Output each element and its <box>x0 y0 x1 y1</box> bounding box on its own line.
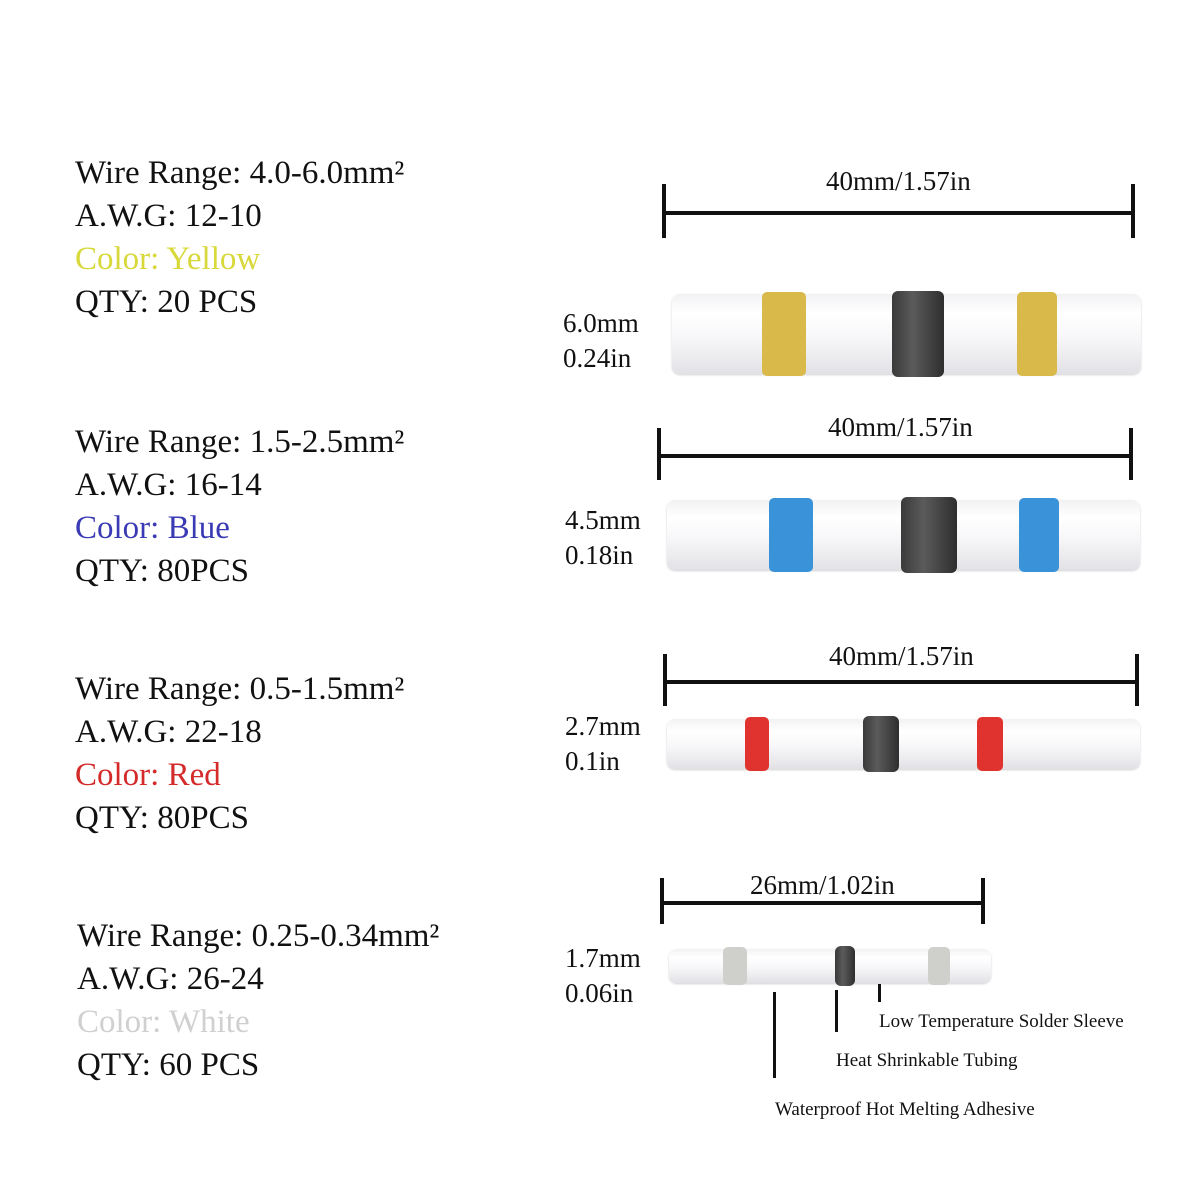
dimension-end-cap <box>1129 428 1133 480</box>
dimension-end-cap <box>1135 654 1139 706</box>
solder-core <box>901 497 957 573</box>
callout-line-solder <box>878 984 881 1002</box>
dimension-end-cap <box>657 428 661 480</box>
diameter-mm: 4.5mm <box>565 505 641 535</box>
connector-blue <box>667 497 1140 573</box>
length-dimension-line <box>658 454 1133 458</box>
adhesive-ring <box>928 947 950 985</box>
wire-range-text: Wire Range: 0.5-1.5mm² <box>75 671 405 707</box>
adhesive-ring <box>762 292 806 376</box>
diameter-label: 1.7mm 0.06in <box>565 941 641 1011</box>
qty-text: QTY: 20 PCS <box>75 284 258 320</box>
color-text: Color: White <box>77 1004 250 1040</box>
diameter-in: 0.24in <box>563 343 632 373</box>
qty-text: QTY: 60 PCS <box>77 1047 260 1083</box>
wire-range-text: Wire Range: 1.5-2.5mm² <box>75 424 405 460</box>
adhesive-ring <box>745 717 769 771</box>
connector-yellow <box>672 291 1141 377</box>
diameter-mm: 1.7mm <box>565 943 641 973</box>
adhesive-ring <box>769 498 813 572</box>
wire-range-text: Wire Range: 0.25-0.34mm² <box>77 918 440 954</box>
qty-text: QTY: 80PCS <box>75 800 249 836</box>
dimension-end-cap <box>663 654 667 706</box>
diameter-label: 6.0mm 0.24in <box>563 306 639 376</box>
callout-line-adhesive <box>773 992 776 1078</box>
adhesive-ring <box>1019 498 1059 572</box>
solder-core <box>863 716 899 772</box>
callout-line-tubing <box>835 990 838 1032</box>
color-text: Color: Blue <box>75 510 230 546</box>
connector-white <box>669 946 991 986</box>
color-text: Color: Red <box>75 757 221 793</box>
diameter-in: 0.18in <box>565 540 634 570</box>
solder-core <box>892 291 944 377</box>
color-text: Color: Yellow <box>75 241 261 277</box>
callout-heat-shrink-tubing: Heat Shrinkable Tubing <box>836 1050 1018 1071</box>
dimension-end-cap <box>660 878 664 924</box>
callout-hot-melt-adhesive: Waterproof Hot Melting Adhesive <box>775 1099 1035 1120</box>
length-dimension-line <box>661 901 985 905</box>
adhesive-ring <box>1017 292 1057 376</box>
diameter-label: 4.5mm 0.18in <box>565 503 641 573</box>
callout-solder-sleeve: Low Temperature Solder Sleeve <box>879 1011 1124 1032</box>
solder-core <box>835 946 855 986</box>
spec-block-white: Wire Range: 0.25-0.34mm² A.W.G: 26-24 Co… <box>77 915 439 1087</box>
awg-text: A.W.G: 12-10 <box>75 198 262 234</box>
spec-block-red: Wire Range: 0.5-1.5mm² A.W.G: 22-18 Colo… <box>75 668 404 840</box>
diameter-label: 2.7mm 0.1in <box>565 709 641 779</box>
length-label: 40mm/1.57in <box>828 412 973 442</box>
dimension-end-cap <box>662 184 666 238</box>
dimension-end-cap <box>1131 184 1135 238</box>
length-label: 40mm/1.57in <box>829 641 974 671</box>
dimension-end-cap <box>981 878 985 924</box>
adhesive-ring <box>977 717 1003 771</box>
diameter-mm: 2.7mm <box>565 711 641 741</box>
diameter-in: 0.06in <box>565 978 634 1008</box>
wire-range-text: Wire Range: 4.0-6.0mm² <box>75 155 405 191</box>
awg-text: A.W.G: 22-18 <box>75 714 262 750</box>
connector-red <box>667 716 1140 772</box>
length-dimension-line <box>664 680 1139 684</box>
length-dimension-line <box>663 211 1135 215</box>
length-label: 26mm/1.02in <box>750 870 895 900</box>
diameter-in: 0.1in <box>565 746 620 776</box>
qty-text: QTY: 80PCS <box>75 553 249 589</box>
awg-text: A.W.G: 26-24 <box>77 961 264 997</box>
adhesive-ring <box>723 947 747 985</box>
length-label: 40mm/1.57in <box>826 166 971 196</box>
awg-text: A.W.G: 16-14 <box>75 467 262 503</box>
spec-block-blue: Wire Range: 1.5-2.5mm² A.W.G: 16-14 Colo… <box>75 421 404 593</box>
diameter-mm: 6.0mm <box>563 308 639 338</box>
spec-block-yellow: Wire Range: 4.0-6.0mm² A.W.G: 12-10 Colo… <box>75 152 404 324</box>
